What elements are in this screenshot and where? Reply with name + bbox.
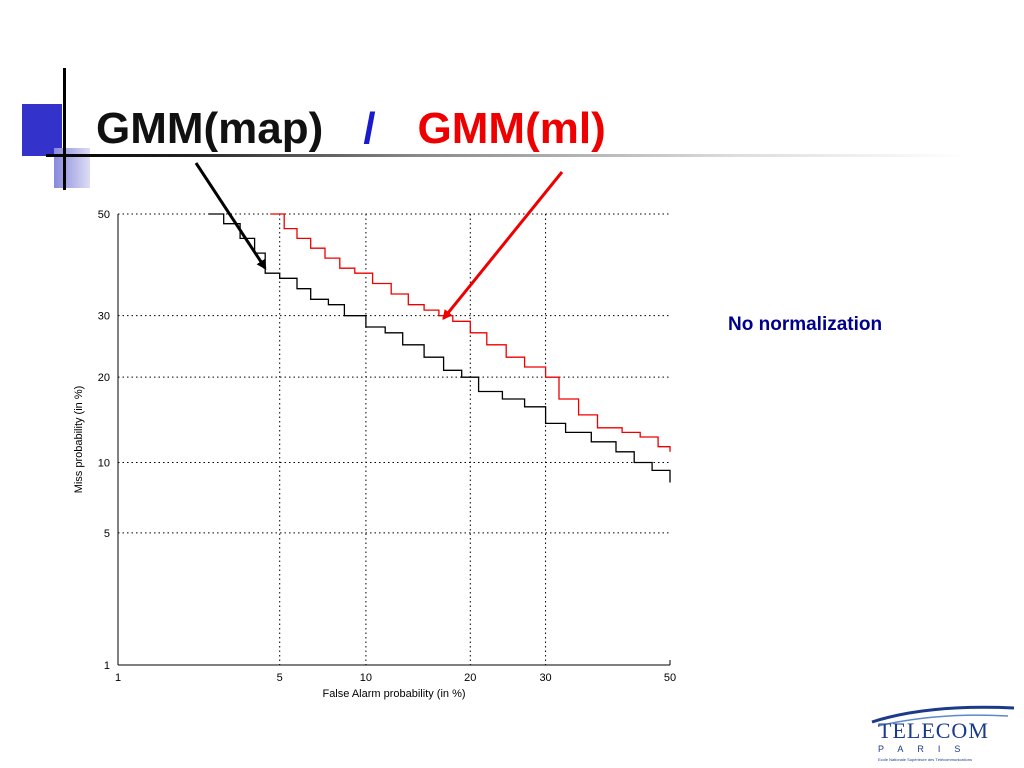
y-tick-label: 30: [98, 311, 110, 323]
title-separator: /: [363, 104, 376, 153]
chart-grid: [118, 213, 670, 665]
x-tick-label: 50: [664, 672, 676, 684]
x-tick-label: 30: [539, 672, 551, 684]
y-tick-label: 1: [104, 660, 110, 672]
y-axis-label: Miss probability (in %): [73, 386, 85, 494]
y-tick-label: 50: [98, 209, 110, 221]
title-decoration-square: [22, 104, 62, 156]
gmm-ml-arrow: [442, 171, 564, 321]
y-tick-label: 5: [104, 528, 110, 540]
title-underline: [46, 154, 966, 157]
x-tick-label: 1: [115, 672, 121, 684]
telecom-paris-logo: TELECOM PARIS Ecole Nationale Supérieure…: [868, 700, 1016, 766]
title-decoration-vertical-rule: [63, 68, 66, 190]
logo-city: PARIS: [878, 744, 975, 754]
chart-tick-labels: 1 5 10 20 30 50 1 5 10 20 30 50: [98, 209, 676, 684]
slide-title: GMM(map) / GMM(ml): [96, 104, 606, 154]
logo-word: TELECOM: [878, 718, 989, 743]
y-tick-label: 10: [98, 457, 110, 469]
title-gmm-ml: GMM(ml): [417, 104, 606, 153]
x-tick-label: 5: [277, 672, 283, 684]
series-line-gmm-ml: [270, 213, 671, 452]
x-axis-label: False Alarm probability (in %): [322, 688, 465, 700]
gmm-map-arrow: [194, 162, 267, 270]
x-tick-label: 20: [464, 672, 476, 684]
title-gmm-map: GMM(map): [96, 104, 324, 153]
chart-annotations: [194, 162, 564, 321]
no-normalization-note: No normalization: [728, 314, 883, 335]
chart-series: [208, 213, 671, 483]
logo-swoosh-icon: [871, 705, 1015, 727]
x-tick-label: 10: [360, 672, 372, 684]
y-tick-label: 20: [98, 372, 110, 384]
chart-axes: [117, 214, 671, 666]
series-line-gmm-map: [208, 213, 671, 483]
logo-tagline: Ecole Nationale Supérieure des Télécommu…: [878, 757, 972, 762]
